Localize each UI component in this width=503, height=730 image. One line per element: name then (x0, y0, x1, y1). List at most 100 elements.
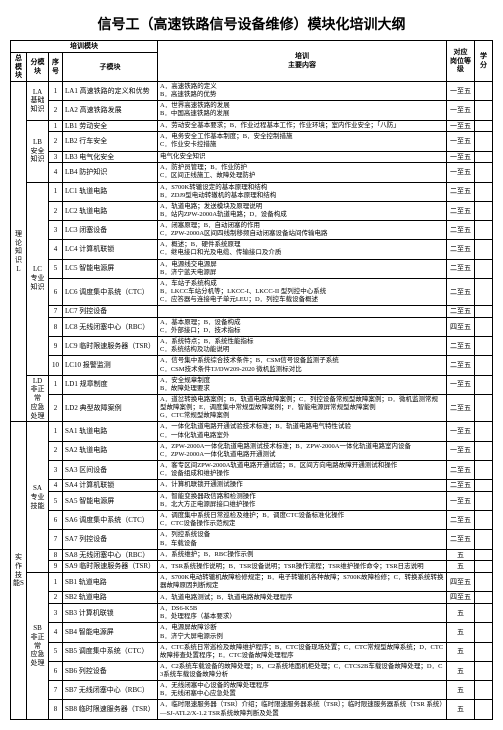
cell-xuefen (475, 511, 493, 530)
cell-xuefen (475, 491, 493, 510)
cell-xuefen (475, 700, 493, 719)
cell-gang: 一至五 (447, 82, 475, 101)
cell-xuefen (475, 120, 493, 132)
cell-xu: 8 (49, 549, 63, 561)
cell-xu: 3 (49, 460, 63, 479)
cell-xu: 9 (49, 337, 63, 356)
cell-content: A．一体化轨道电路开通试验技术标准；B．轨道电路电气特性试验 C．一体化轨道电路… (158, 422, 447, 441)
cell-xuefen (475, 681, 493, 700)
table-row: 4SA4 计算机联锁A．计算机联锁开通测试操作二至五 (11, 480, 493, 492)
cell-xuefen (475, 82, 493, 101)
cell-zi: LC9 临时限速服务器（TSR） (63, 337, 158, 356)
cell-xu: 3 (49, 604, 63, 623)
cell-content: A．计算机联锁开通测试操作 (158, 480, 447, 492)
cell-xuefen (475, 573, 493, 592)
cell-xu: 7 (49, 306, 63, 318)
cell-gang: 二至五 (447, 394, 475, 421)
cell-zi: LB3 电气化安全 (63, 151, 158, 163)
cell-xu: 6 (49, 511, 63, 530)
table-row: 2LC2 轨道电路A．轨道电路；发送模块及原理说明 B．站内ZPW-2000A轨… (11, 201, 493, 220)
th-train-module-group: 培训模块 (11, 41, 158, 53)
cell-zi: SA8 无线闭塞中心（RBC） (63, 549, 158, 561)
cell-gang: 二至五 (447, 278, 475, 305)
cell-content: A．临时限速服务器（TSR）介绍；临时限速服务器系统（TSR）；临时限速服务器系… (158, 700, 447, 719)
cell-zi: SB1 轨道电路 (63, 573, 158, 592)
cell-zi: SA9 临时限速服务器（TSR） (63, 561, 158, 573)
th-xu: 序号 (49, 52, 63, 81)
cell-content: A．闭塞原理；B．自动闭塞的作用 C．ZPW-2000A区间四线制移频自动闭塞设… (158, 221, 447, 240)
cell-gang: 五 (447, 661, 475, 680)
cell-fen: LC 专业 知识 (27, 182, 49, 375)
cell-xu: 4 (49, 240, 63, 259)
table-row: 7SB7 无线闭塞中心（RBC）A．无线闭塞中心设备的故障处理程序 B．无线闭塞… (11, 681, 493, 700)
cell-xu: 2 (49, 592, 63, 604)
cell-zi: SA3 区间设备 (63, 460, 158, 479)
cell-xu: 1 (49, 82, 63, 101)
cell-zi: SB6 列控设备 (63, 661, 158, 680)
cell-gang: 一至五 (447, 101, 475, 120)
table-row: 6LC6 调度集中系统（CTC）A．车站子系统构成 B．LKCC车站分机等；LK… (11, 278, 493, 305)
cell-xu: 5 (49, 642, 63, 661)
table-row: 5LC5 智能电源屏A．电源线交电源屏 B．济宁蓝天电源屏二至五 (11, 259, 493, 278)
cell-xu: 2 (49, 201, 63, 220)
cell-content: A．世界高速铁路的发展 B．中国高速铁路的发展 (158, 101, 447, 120)
cell-xuefen (475, 549, 493, 561)
cell-content: A．C2系统车载设备的故障处理；B．C2系统地面机柜处理；C．CTCS2B车载设… (158, 661, 447, 680)
cell-zi: LB1 劳动安全 (63, 120, 158, 132)
cell-xu: 3 (49, 151, 63, 163)
cell-zi: LC6 调度集中系统（CTC） (63, 278, 158, 305)
table-row: 7SA7 列控设备A．列控系统设备 B．车载设备二至五 (11, 530, 493, 549)
cell-fen: LD 非正常 应急处理 (27, 375, 49, 422)
table-row: 2SB2 轨道电路A．轨道电路测试；B．轨道电路故障处理程序四至五 (11, 592, 493, 604)
cell-xuefen (475, 375, 493, 394)
cell-content: A．S700K转辙设定的基本原理和结构 B．ZDJ9型电动转辙机的基本原理和结构 (158, 182, 447, 201)
cell-content: A．信号集中系统综合技术条件；B．CSM信号设备监测子系统 C．CSM技术条件T… (158, 356, 447, 375)
cell-zi: LC7 列控设备 (63, 306, 158, 318)
table-row: 2LB2 行车安全A．电务安全工作基本制度；B．安全控制措施 C．作业安卡控措施… (11, 132, 493, 151)
cell-xu: 9 (49, 561, 63, 573)
cell-zi: LD1 规章制度 (63, 375, 158, 394)
cell-content: A．轨道电路；发送模块及原理说明 B．站内ZPW-2000A轨道电路；D．设备构… (158, 201, 447, 220)
cell-zi: SB4 智能电源屏 (63, 623, 158, 642)
table-row: 4LC4 计算机联锁A．概述；B．硬件系统原理 C．继电接口和光及电缆、传输接口… (11, 240, 493, 259)
table-row: 2SA2 轨道电路A．ZPW-2000A一体化轨道电路测试技术标准；B．ZPW-… (11, 441, 493, 460)
cell-gang: 二至五 (447, 530, 475, 549)
cell-gang: 二至五 (447, 356, 475, 375)
cell-xu: 5 (49, 491, 63, 510)
cell-zi: LD2 典型故障案例 (63, 394, 158, 421)
cell-zong: 理论知识L (11, 82, 27, 422)
cell-content: A．TSR系统操作说明；B．TSR设备说明；TSR操作流程；TSR维护操作命令；… (158, 561, 447, 573)
cell-zi: LC2 轨道电路 (63, 201, 158, 220)
cell-xu: 5 (49, 259, 63, 278)
table-row: 10LC10 报警监测A．信号集中系统综合技术条件；B．CSM信号设备监测子系统… (11, 356, 493, 375)
cell-gang: 五 (447, 604, 475, 623)
table-row: 4LB4 防护知识A．防护员管理；B．作业防护 C．区间正线施工、故障处理防护一… (11, 163, 493, 182)
cell-fen: SA 专业 技能 (27, 422, 49, 573)
cell-gang: 一至五 (447, 422, 475, 441)
cell-xuefen (475, 530, 493, 549)
cell-gang: 四至五 (447, 592, 475, 604)
cell-xu: 2 (49, 101, 63, 120)
table-body: 理论知识LLA 基础 知识1LA1 高速铁路的定义和优势A．高速铁路的定义 B．… (11, 82, 493, 720)
cell-xu: 4 (49, 623, 63, 642)
training-outline-table: 培训模块 培训 主要内容 对应 岗位等级 学分 总模块 分模块 序号 子模块 理… (10, 40, 493, 720)
cell-content: A．道岔转换电路案例；B．轨道电路故障案例；C．列控设备常规型故障案例；D．微机… (158, 394, 447, 421)
cell-xuefen (475, 259, 493, 278)
cell-content: A．防护员管理；B．作业防护 C．区间正线施工、故障处理防护 (158, 163, 447, 182)
cell-zi: LC8 无线闭塞中心（RBC） (63, 317, 158, 336)
table-row: 3SA3 区间设备A．客专区间ZPW-2000A轨道电路开通试验；B．区间方向电… (11, 460, 493, 479)
cell-xu: 10 (49, 356, 63, 375)
cell-gang: 五 (447, 561, 475, 573)
th-fen: 分模块 (27, 52, 49, 81)
cell-xuefen (475, 221, 493, 240)
cell-content: A．系统特点；B．系统性能指标 C．系统结构及功能说明 (158, 337, 447, 356)
th-credits: 学分 (475, 41, 493, 82)
table-row: 9LC9 临时限速服务器（TSR）A．系统特点；B．系统性能指标 C．系统结构及… (11, 337, 493, 356)
cell-zi: SB2 轨道电路 (63, 592, 158, 604)
cell-xuefen (475, 151, 493, 163)
cell-content: A．概述；B．硬件系统原理 C．继电接口和光及电缆、传输接口及介质 (158, 240, 447, 259)
table-row: 8SB8 临时限速服务器（TSR）A．临时限速服务器（TSR）介绍；临时限速服务… (11, 700, 493, 719)
table-row: 理论知识LLA 基础 知识1LA1 高速铁路的定义和优势A．高速铁路的定义 B．… (11, 82, 493, 101)
cell-xu: 2 (49, 132, 63, 151)
cell-content: 电气化安全知识 (158, 151, 447, 163)
